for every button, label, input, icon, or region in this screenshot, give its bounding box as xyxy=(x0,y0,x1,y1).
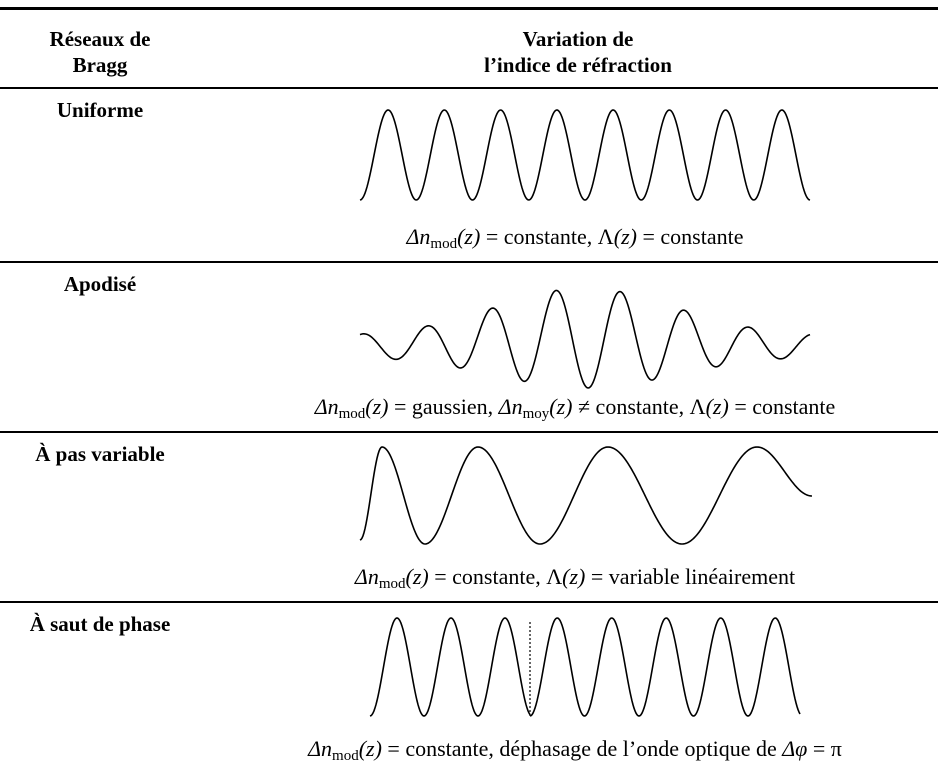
caption-part: Δn xyxy=(314,394,339,419)
caption-part: Δn xyxy=(308,736,333,761)
caption-part: ≠ constante, Λ xyxy=(572,394,706,419)
caption-part: mod xyxy=(332,748,359,764)
caption-part: (z) xyxy=(562,564,586,589)
caption-part: = constante, déphasage de l’onde optique… xyxy=(381,736,783,761)
caption-part: = constante, Λ xyxy=(428,564,563,589)
row-name: À saut de phase xyxy=(29,612,171,636)
caption-part: mod xyxy=(378,576,406,592)
row-caption: Δnmod(z) = constante, déphasage de l’ond… xyxy=(200,736,938,765)
row-rule xyxy=(0,431,938,433)
caption-part: (z) xyxy=(613,224,637,249)
header-cell: Réseaux de Bragg xyxy=(0,26,200,78)
caption-part: = constante, Λ xyxy=(480,224,614,249)
caption-part: = gaussien, xyxy=(388,394,499,419)
row-caption: Δnmod(z) = gaussien, Δnmoy(z) ≠ constant… xyxy=(200,394,938,423)
caption-part: (z) xyxy=(705,394,729,419)
caption-part: (z) xyxy=(365,394,389,419)
caption-part: (z) xyxy=(549,394,573,419)
row-name: À pas variable xyxy=(35,442,165,466)
caption-part: = constante xyxy=(636,224,744,249)
caption-part: mod xyxy=(430,236,458,252)
header-line: Bragg xyxy=(72,53,128,77)
caption-part: Δφ xyxy=(782,736,808,761)
caption-part: = variable linéairement xyxy=(585,564,796,589)
caption-part: Δn xyxy=(498,394,523,419)
row-rule xyxy=(0,601,938,603)
header-line: Réseaux de xyxy=(49,27,151,51)
chirped-wave xyxy=(359,446,813,545)
top-rule xyxy=(0,7,938,10)
caption-part: Δn xyxy=(406,224,431,249)
caption-part: (z) xyxy=(457,224,481,249)
caption-part: (z) xyxy=(358,736,382,761)
header-line: Variation de xyxy=(522,27,634,51)
caption-part: = constante xyxy=(728,394,836,419)
header-line: l’indice de réfraction xyxy=(484,53,672,77)
uniform-wave xyxy=(359,109,811,201)
phase-shift-wave xyxy=(369,617,531,717)
caption-part: moy xyxy=(522,406,550,422)
row-name: Apodisé xyxy=(63,272,137,296)
row-rule xyxy=(0,261,938,263)
caption-part: mod xyxy=(338,406,366,422)
row-caption: Δnmod(z) = constante, Λ(z) = constante xyxy=(200,224,938,253)
phase-shift-wave xyxy=(529,617,801,717)
caption-part: Δn xyxy=(354,564,379,589)
row-caption: Δnmod(z) = constante, Λ(z) = variable li… xyxy=(200,564,938,593)
apodized-wave xyxy=(359,289,811,389)
caption-part: = π xyxy=(807,736,842,761)
header-cell: Variation de l’indice de réfraction xyxy=(400,26,756,78)
row-rule xyxy=(0,87,938,89)
caption-part: (z) xyxy=(405,564,429,589)
row-name: Uniforme xyxy=(56,98,144,122)
